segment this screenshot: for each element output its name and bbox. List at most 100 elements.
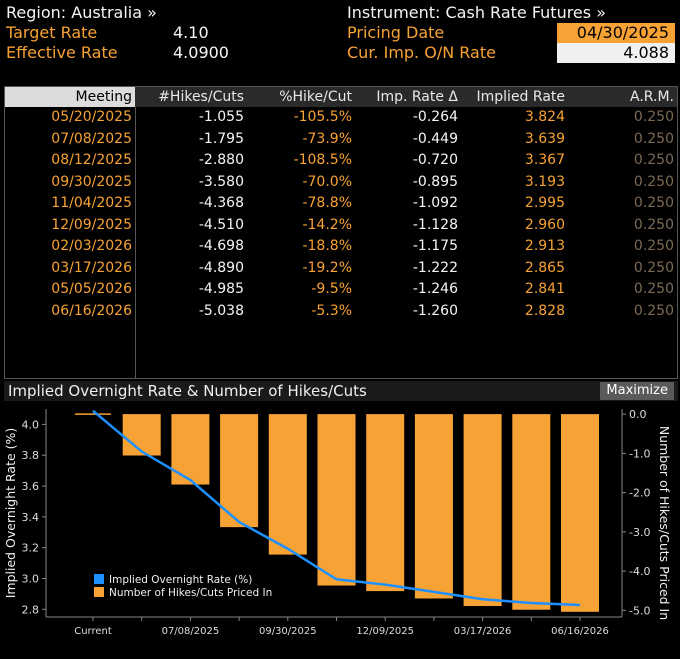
left-tick-label: 3.8 — [22, 449, 40, 462]
cell-meeting: 06/16/2026 — [51, 302, 132, 319]
right-tick-label: -3.0 — [629, 526, 650, 539]
table-row[interactable]: 07/08/2025 -1.795 -73.9% -0.449 3.639 0.250 — [5, 129, 677, 151]
cell-arm: 0.250 — [633, 173, 674, 190]
cell-meeting: 07/08/2025 — [51, 130, 132, 147]
cell-arm: 0.250 — [633, 109, 674, 125]
table-row[interactable]: 05/20/2025 -1.055 -105.5% -0.264 3.824 0.250 — [5, 107, 677, 129]
cell-implied-rate: 3.639 — [524, 130, 565, 147]
cell-hikes-cuts: -2.880 — [198, 152, 244, 168]
bar-02/03/2026 — [414, 414, 453, 599]
cell-imp-rate-delta: -0.264 — [412, 109, 458, 125]
table-row[interactable]: 05/05/2026 -4.985 -9.5% -1.246 2.841 0.250 — [5, 279, 677, 301]
implied-rate-line — [92, 409, 581, 607]
cell-arm: 0.250 — [633, 152, 674, 168]
chart-panel-title: Implied Overnight Rate & Number of Hikes… — [8, 382, 367, 400]
column-divider — [135, 107, 136, 378]
cell-pct-hike-cut: -78.8% — [302, 195, 352, 211]
bar-09/30/2025 — [268, 414, 307, 555]
cur-imp-rate-value: 4.088 — [557, 43, 675, 63]
col-imp-rate-delta[interactable]: Imp. Rate Δ — [376, 89, 458, 105]
cell-imp-rate-delta: -1.092 — [412, 195, 458, 211]
table-row[interactable]: 02/03/2026 -4.698 -18.8% -1.175 2.913 0.250 — [5, 236, 677, 258]
cell-meeting: 05/20/2025 — [51, 109, 132, 125]
cell-imp-rate-delta: -1.128 — [412, 216, 458, 233]
cell-hikes-cuts: -4.510 — [198, 216, 244, 233]
table-header: Meeting #Hikes/Cuts %Hike/Cut Imp. Rate … — [5, 87, 677, 107]
cell-imp-rate-delta: -0.895 — [412, 173, 458, 190]
table-row[interactable]: 08/12/2025 -2.880 -108.5% -0.720 3.367 0.250 — [5, 150, 677, 172]
col-hikes-cuts[interactable]: #Hikes/Cuts — [158, 89, 244, 105]
table-row[interactable]: 12/09/2025 -4.510 -14.2% -1.128 2.960 0.250 — [5, 215, 677, 237]
left-tick-label: 3.0 — [22, 572, 40, 585]
table-row[interactable]: 11/04/2025 -4.368 -78.8% -1.092 2.995 0.250 — [5, 193, 677, 215]
legend-swatch-line — [94, 574, 104, 584]
cell-implied-rate: 2.865 — [524, 259, 565, 276]
left-tick-label: 3.2 — [22, 542, 40, 555]
right-tick-label: -5.0 — [629, 604, 650, 617]
x-tick-label: Current — [74, 626, 112, 637]
cell-implied-rate: 2.960 — [524, 216, 565, 233]
chart-area: 4.0 3.8 3.6 3.4 3.2 3.0 2.8 0.0 -1.0 -2.0 -3.0 -4.0… — [0, 401, 680, 655]
cell-imp-rate-delta: -0.720 — [412, 152, 458, 168]
bar-06/16/2026 — [561, 414, 599, 612]
cur-imp-rate-label: Cur. Imp. O/N Rate — [347, 43, 496, 62]
col-pct-hike-cut[interactable]: %Hike/Cut — [279, 89, 352, 105]
rate-chart: 4.0 3.8 3.6 3.4 3.2 3.0 2.8 0.0 -1.0 -2.0 -3.0 -4.0… — [3, 408, 672, 637]
cell-hikes-cuts: -1.795 — [198, 130, 244, 147]
bar-03/17/2026 — [463, 414, 502, 607]
cell-arm: 0.250 — [633, 259, 674, 276]
cell-hikes-cuts: -3.580 — [198, 173, 244, 190]
cell-implied-rate: 3.193 — [524, 173, 565, 190]
cell-implied-rate: 2.828 — [524, 302, 565, 319]
right-axis-title: Number of Hikes/Cuts Priced In — [657, 426, 672, 620]
right-tick-label: -1.0 — [629, 447, 650, 460]
left-tick-label: 2.8 — [22, 603, 40, 616]
cell-hikes-cuts: -4.368 — [198, 195, 244, 211]
cell-pct-hike-cut: -5.3% — [311, 302, 352, 319]
table-row[interactable]: 03/17/2026 -4.890 -19.2% -1.222 2.865 0.250 — [5, 258, 677, 280]
bar-05/20/2025 — [122, 414, 161, 456]
legend-swatch-bar — [94, 587, 104, 597]
left-tick-label: 4.0 — [22, 418, 40, 431]
left-tick-label: 3.6 — [22, 480, 40, 493]
table-row[interactable]: 09/30/2025 -3.580 -70.0% -0.895 3.193 0.250 — [5, 172, 677, 194]
cell-pct-hike-cut: -18.8% — [302, 238, 352, 254]
right-tick-label: -4.0 — [629, 565, 650, 578]
cell-pct-hike-cut: -9.5% — [311, 281, 352, 297]
bar-08/12/2025 — [220, 414, 259, 528]
cell-hikes-cuts: -4.985 — [198, 281, 244, 297]
cell-arm: 0.250 — [633, 238, 674, 254]
cell-pct-hike-cut: -108.5% — [293, 152, 352, 168]
table-row[interactable]: 06/16/2026 -5.038 -5.3% -1.260 2.828 0.250 — [5, 301, 677, 323]
bar-05/05/2026 — [512, 414, 551, 610]
cell-imp-rate-delta: -1.246 — [412, 281, 458, 297]
cell-pct-hike-cut: -70.0% — [302, 173, 352, 190]
left-tick-label: 3.4 — [22, 511, 40, 524]
cell-arm: 0.250 — [633, 302, 674, 319]
rate-table: Meeting #Hikes/Cuts %Hike/Cut Imp. Rate … — [4, 86, 678, 379]
right-tick-label: 0.0 — [629, 408, 647, 421]
maximize-button[interactable]: Maximize — [600, 382, 674, 400]
x-tick-label: 07/08/2025 — [162, 626, 220, 637]
col-meeting[interactable]: Meeting — [5, 87, 135, 107]
cell-hikes-cuts: -4.890 — [198, 259, 244, 276]
cell-imp-rate-delta: -1.175 — [412, 238, 458, 254]
col-implied-rate[interactable]: Implied Rate — [476, 89, 565, 105]
cell-imp-rate-delta: -1.222 — [412, 259, 458, 276]
x-tick-label: 09/30/2025 — [259, 626, 317, 637]
pricing-date-label: Pricing Date — [347, 23, 445, 42]
pricing-date-input[interactable]: 04/30/2025 — [557, 23, 675, 43]
cell-hikes-cuts: -5.038 — [198, 302, 244, 319]
cell-implied-rate: 2.841 — [524, 281, 565, 297]
target-rate-value: 4.10 — [173, 23, 209, 42]
cell-arm: 0.250 — [633, 195, 674, 211]
cell-pct-hike-cut: -73.9% — [302, 130, 352, 147]
right-tick-label: -2.0 — [629, 487, 650, 500]
cell-arm: 0.250 — [633, 216, 674, 233]
instrument-selector[interactable]: Instrument: Cash Rate Futures » — [347, 3, 606, 22]
legend-box — [90, 571, 280, 601]
cell-pct-hike-cut: -19.2% — [302, 259, 352, 276]
region-selector[interactable]: Region: Australia » — [6, 3, 157, 22]
col-arm[interactable]: A.R.M. — [630, 89, 674, 105]
cell-hikes-cuts: -1.055 — [198, 109, 244, 125]
